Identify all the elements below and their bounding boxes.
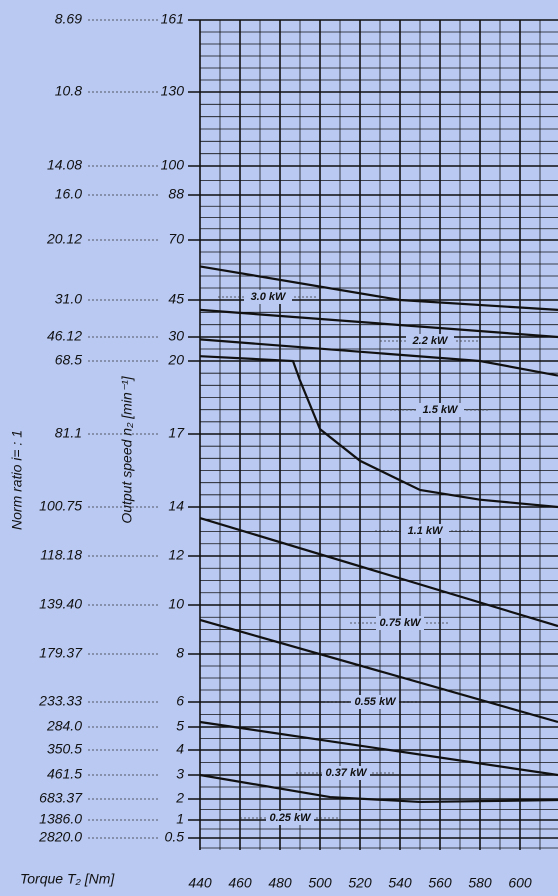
y-tick-label: 70: [168, 231, 184, 247]
ratio-label: 10.8: [55, 83, 82, 99]
y-tick-label: 14: [168, 498, 184, 514]
power-label: 0.37 kW: [326, 767, 369, 779]
power-curve: [199, 308, 558, 339]
x-tick-label: 520: [348, 875, 372, 891]
power-curve: [199, 720, 558, 777]
ratio-label: 683.37: [39, 790, 83, 806]
x-tick-label: 480: [268, 875, 292, 891]
power-curve: [199, 773, 558, 804]
y-axis-label: Output speed n₂ [min⁻¹]: [119, 375, 135, 523]
y-tick-label: 3: [176, 766, 184, 782]
label-bg: [351, 695, 399, 709]
ratio-label: 14.08: [47, 157, 82, 173]
x-tick-label: 560: [428, 875, 452, 891]
label-bg: [376, 616, 424, 630]
label-bg: [401, 524, 449, 538]
x-axis-label: Torque T₂ [Nm]: [20, 871, 115, 887]
ratio-label: 46.12: [47, 328, 82, 344]
ratio-label: 100.75: [39, 498, 82, 514]
y-tick-label: 20: [167, 352, 184, 368]
ratio-axis-label: Norm ratio i= : 1: [9, 430, 25, 530]
ratio-label: 8.69: [55, 11, 82, 27]
power-label: 0.55 kW: [355, 696, 398, 708]
ratio-label: 284.0: [46, 718, 82, 734]
power-curve: [199, 355, 558, 509]
power-curve: [199, 338, 558, 377]
label-bg: [266, 811, 314, 825]
power-curve: [199, 516, 558, 628]
ratio-label: 139.40: [39, 596, 82, 612]
power-label: 0.75 kW: [380, 617, 423, 629]
y-tick-label: 2: [175, 790, 184, 806]
power-curve: [199, 265, 558, 311]
power-label: 1.1 kW: [408, 525, 444, 537]
power-label: 2.2 kW: [412, 335, 449, 347]
x-tick-label: 440: [188, 875, 212, 891]
y-tick-label: 88: [168, 186, 184, 202]
x-tick-label: 500: [308, 875, 332, 891]
y-tick-label: 45: [168, 291, 184, 307]
y-tick-label: 12: [168, 547, 184, 563]
ratio-label: 1386.0: [39, 811, 82, 827]
label-bg: [416, 403, 464, 417]
y-tick-label: 4: [176, 741, 184, 757]
ratio-label: 233.33: [38, 693, 82, 709]
y-tick-label: 8: [176, 645, 184, 661]
y-tick-label: 0.5: [165, 829, 185, 845]
y-tick-label: 1: [176, 811, 184, 827]
ratio-label: 350.5: [47, 741, 82, 757]
x-tick-label: 540: [388, 875, 412, 891]
ratio-label: 118.18: [40, 547, 82, 563]
y-tick-label: 17: [168, 425, 185, 441]
power-curve: [199, 618, 558, 724]
power-label: 0.25 kW: [270, 812, 313, 824]
x-tick-label: 580: [468, 875, 492, 891]
ratio-label: 179.37: [39, 645, 83, 661]
label-bg: [322, 766, 370, 780]
ratio-label: 461.5: [47, 766, 82, 782]
ratio-label: 81.1: [55, 425, 82, 441]
y-tick-label: 10: [168, 596, 184, 612]
y-tick-label: 6: [176, 693, 184, 709]
x-tick-label: 460: [228, 875, 252, 891]
ratio-label: 31.0: [55, 291, 82, 307]
ratio-label: 16.0: [55, 186, 82, 202]
y-tick-label: 30: [168, 328, 184, 344]
x-tick-label: 600: [508, 875, 532, 891]
label-bg: [244, 290, 292, 304]
power-label: 1.5 kW: [423, 404, 459, 416]
y-tick-label: 5: [176, 718, 184, 734]
y-tick-label: 161: [161, 11, 184, 27]
ratio-label: 2820.0: [38, 829, 82, 845]
label-bg: [406, 334, 454, 348]
ratio-label: 20.12: [46, 231, 82, 247]
power-label: 3.0 kW: [251, 291, 287, 303]
y-tick-label: 130: [161, 83, 185, 99]
y-tick-label: 100: [161, 157, 185, 173]
ratio-label: 68.5: [55, 352, 82, 368]
